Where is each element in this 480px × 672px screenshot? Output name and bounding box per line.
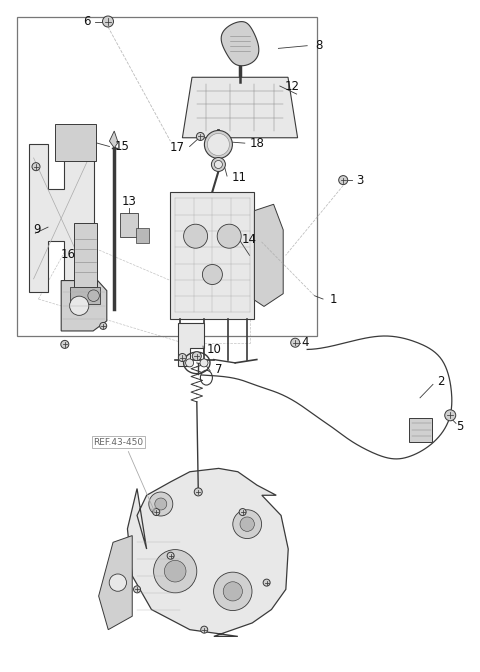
Circle shape — [204, 130, 232, 159]
Bar — [71, 288, 100, 304]
Text: 2: 2 — [437, 375, 444, 388]
Circle shape — [61, 341, 69, 348]
Text: 18: 18 — [250, 136, 264, 150]
Circle shape — [203, 265, 222, 284]
Text: 9: 9 — [34, 223, 41, 237]
Text: REF.43-450: REF.43-450 — [94, 437, 144, 447]
Circle shape — [133, 586, 141, 593]
Circle shape — [32, 163, 40, 171]
Polygon shape — [109, 131, 118, 148]
Bar — [170, 192, 254, 319]
Circle shape — [153, 509, 160, 515]
Circle shape — [201, 626, 208, 633]
Text: 14: 14 — [242, 233, 257, 247]
Text: 8: 8 — [315, 39, 323, 52]
Circle shape — [239, 509, 246, 515]
Circle shape — [183, 224, 207, 248]
Circle shape — [192, 351, 201, 361]
Polygon shape — [221, 22, 259, 66]
Text: 5: 5 — [456, 420, 463, 433]
Text: 15: 15 — [115, 140, 130, 153]
Circle shape — [200, 359, 208, 367]
Text: 17: 17 — [170, 141, 185, 155]
Text: 13: 13 — [121, 195, 136, 208]
Circle shape — [179, 353, 186, 362]
Text: 4: 4 — [301, 336, 309, 349]
Circle shape — [339, 175, 348, 185]
Circle shape — [211, 157, 226, 171]
Text: 6: 6 — [83, 15, 90, 28]
Bar — [409, 418, 432, 442]
Circle shape — [88, 290, 99, 302]
Polygon shape — [61, 281, 107, 331]
Circle shape — [217, 224, 241, 248]
Bar — [120, 213, 138, 237]
Bar — [17, 17, 317, 336]
Circle shape — [233, 510, 262, 538]
Circle shape — [215, 161, 222, 169]
Polygon shape — [178, 323, 204, 366]
Circle shape — [186, 359, 193, 367]
Circle shape — [445, 410, 456, 421]
Circle shape — [214, 572, 252, 611]
Text: 16: 16 — [61, 247, 76, 261]
Circle shape — [70, 296, 89, 315]
Circle shape — [103, 16, 113, 27]
Polygon shape — [127, 468, 288, 636]
Circle shape — [167, 552, 174, 559]
Polygon shape — [29, 144, 94, 292]
Circle shape — [164, 560, 186, 582]
Circle shape — [210, 136, 227, 153]
Circle shape — [223, 582, 242, 601]
Text: 10: 10 — [207, 343, 222, 356]
Text: 1: 1 — [330, 292, 337, 306]
Polygon shape — [98, 536, 132, 630]
Circle shape — [109, 574, 126, 591]
Circle shape — [291, 338, 300, 347]
Polygon shape — [254, 204, 283, 306]
Text: 12: 12 — [284, 79, 300, 93]
Circle shape — [194, 488, 202, 496]
Text: 11: 11 — [231, 171, 247, 184]
Circle shape — [240, 517, 254, 532]
Polygon shape — [182, 77, 298, 138]
Circle shape — [149, 492, 173, 516]
Circle shape — [207, 134, 229, 155]
Circle shape — [263, 579, 270, 586]
Circle shape — [155, 498, 167, 510]
Circle shape — [196, 132, 204, 140]
Text: 7: 7 — [215, 363, 222, 376]
Text: 3: 3 — [356, 173, 364, 187]
Bar — [55, 124, 96, 161]
Bar — [136, 228, 149, 243]
Bar — [74, 223, 97, 288]
Circle shape — [100, 323, 107, 329]
Circle shape — [154, 550, 197, 593]
